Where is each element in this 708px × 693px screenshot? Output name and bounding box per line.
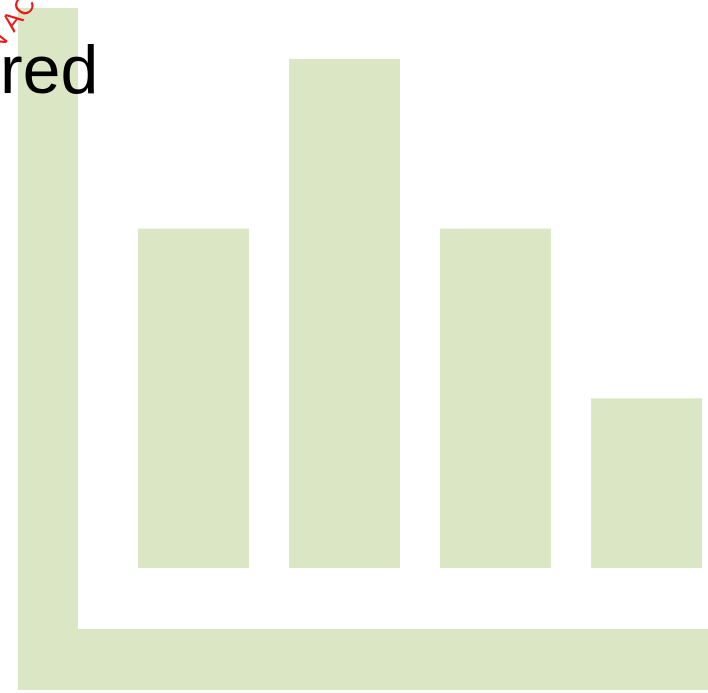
x-axis-bar — [18, 629, 708, 690]
bars-group — [138, 58, 702, 569]
bar-2 — [289, 58, 400, 569]
bar-3 — [440, 228, 551, 568]
y-axis-bar — [18, 8, 78, 690]
bar-4 — [591, 398, 702, 568]
heading-text: red — [0, 32, 99, 108]
bar-1 — [138, 228, 249, 568]
